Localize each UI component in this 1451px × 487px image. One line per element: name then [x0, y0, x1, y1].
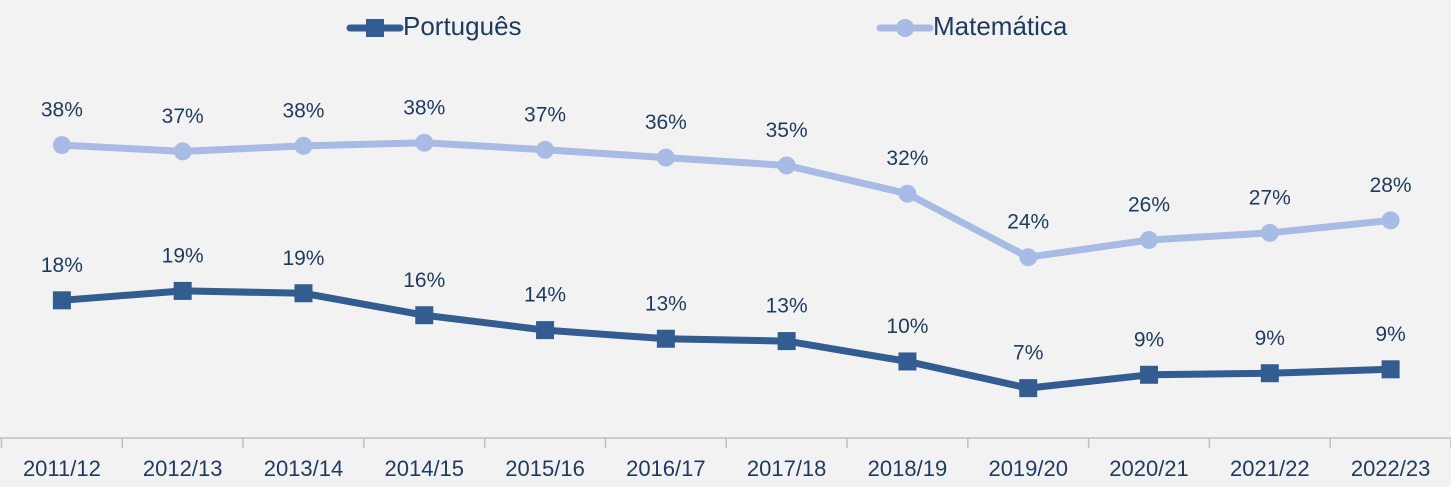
series-line [61, 287, 1391, 392]
x-tick-label: 2018/19 [868, 456, 948, 481]
data-label: 24% [1007, 211, 1049, 234]
data-label: 16% [403, 269, 445, 292]
data-point [173, 142, 192, 161]
data-point [1260, 364, 1279, 383]
legend-label: Matemática [933, 11, 1068, 41]
data-point [52, 136, 71, 155]
data-label: 7% [1013, 342, 1043, 365]
data-point [294, 284, 313, 303]
data-point [1019, 248, 1038, 267]
data-label: 18% [41, 254, 83, 277]
data-point [536, 140, 555, 159]
data-label: 37% [524, 103, 566, 126]
x-tick-label: 2015/16 [505, 456, 585, 481]
data-point [1260, 223, 1279, 242]
data-label: 38% [41, 99, 83, 122]
data-point [898, 184, 917, 203]
data-point [1019, 379, 1038, 398]
data-label: 19% [162, 244, 204, 267]
legend-marker [366, 19, 384, 37]
data-point [777, 332, 796, 351]
x-tick-label: 2012/13 [143, 456, 223, 481]
data-label: 10% [886, 315, 928, 338]
data-point [777, 156, 796, 175]
x-tick-label: 2021/22 [1230, 456, 1310, 481]
data-label: 27% [1249, 186, 1291, 209]
x-tick-label: 2016/17 [626, 456, 706, 481]
x-tick-label: 2019/20 [988, 456, 1068, 481]
data-label: 38% [403, 96, 445, 119]
x-tick-label: 2014/15 [385, 456, 465, 481]
data-label: 37% [162, 105, 204, 128]
x-tick-label: 2017/18 [747, 456, 827, 481]
data-label: 28% [1370, 174, 1412, 197]
data-point [656, 148, 675, 167]
legend-label: Português [403, 11, 522, 41]
x-tick-label: 2022/23 [1351, 456, 1431, 481]
data-point [415, 133, 434, 152]
legend-marker [896, 19, 914, 37]
data-label: 13% [766, 295, 808, 318]
data-label: 38% [282, 99, 324, 122]
data-label: 32% [886, 147, 928, 170]
data-label: 36% [645, 111, 687, 134]
data-point [294, 136, 313, 155]
data-point [1381, 360, 1400, 379]
data-point [898, 352, 917, 371]
data-point [536, 321, 555, 340]
data-label: 9% [1375, 323, 1405, 346]
series-line [61, 139, 1391, 261]
data-label: 13% [645, 292, 687, 315]
data-point [1381, 211, 1400, 230]
data-label: 9% [1134, 328, 1164, 351]
x-tick-label: 2011/12 [23, 456, 101, 481]
data-point [173, 281, 192, 300]
data-point [656, 329, 675, 348]
x-tick-label: 2013/14 [264, 456, 344, 481]
data-point [52, 291, 71, 310]
data-label: 26% [1128, 193, 1170, 216]
x-tick-label: 2020/21 [1109, 456, 1189, 481]
data-label: 9% [1255, 327, 1285, 350]
data-label: 19% [282, 247, 324, 270]
data-point [1140, 365, 1159, 384]
data-label: 14% [524, 284, 566, 307]
data-label: 35% [766, 119, 808, 142]
data-point [415, 306, 434, 325]
data-point [1140, 230, 1159, 249]
